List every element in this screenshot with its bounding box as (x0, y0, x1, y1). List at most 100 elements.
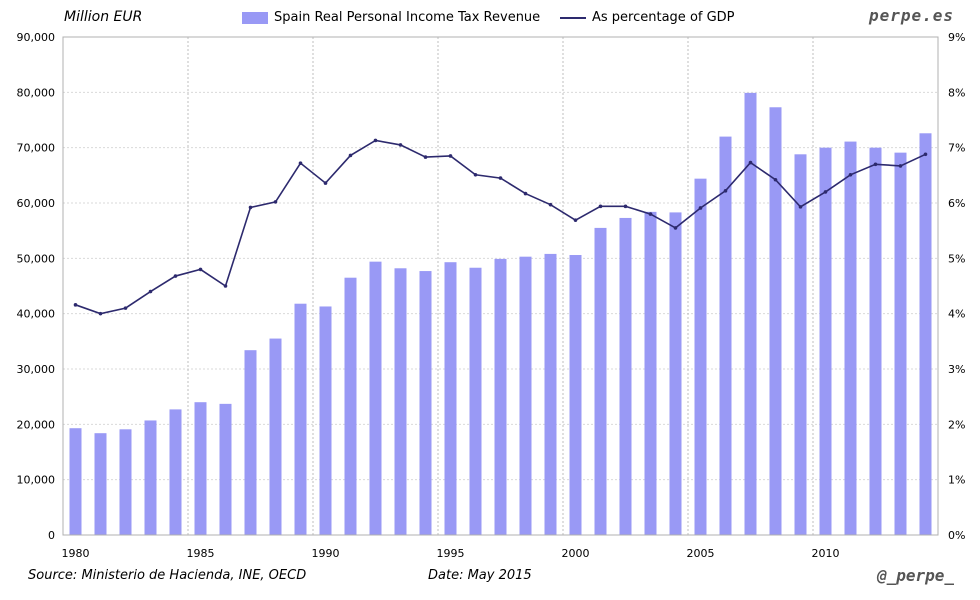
line-point (223, 284, 228, 288)
y-axis-unit-label: Million EUR (64, 9, 143, 25)
legend-swatch-line (560, 16, 586, 19)
bar (369, 261, 382, 535)
line-point (648, 212, 653, 216)
line-point (523, 191, 528, 196)
y-tick-label: 40,000 (17, 308, 56, 321)
y-tick-label: 70,000 (17, 142, 56, 155)
bar (744, 92, 757, 536)
bar (444, 262, 457, 535)
y2-tick-label: 8% (948, 86, 965, 99)
line-point (723, 189, 728, 193)
line-point (473, 172, 478, 177)
bar (769, 107, 782, 536)
bar (94, 433, 107, 535)
y-tick-label: 30,000 (17, 363, 56, 376)
bar (594, 227, 607, 535)
y2-tick-label: 2% (948, 418, 965, 431)
bar (319, 306, 332, 535)
line-point (498, 176, 503, 180)
date-note: Date: May 2015 (428, 568, 532, 583)
bar (244, 350, 257, 535)
bar (469, 267, 482, 535)
y2-tick-label: 0% (948, 529, 965, 542)
bar (519, 256, 532, 535)
author-handle: @_perpe_ (876, 566, 954, 585)
y2-tick-label: 3% (948, 363, 965, 376)
y-tick-label: 50,000 (17, 252, 56, 265)
y-tick-label: 80,000 (17, 86, 56, 99)
y2-tick-label: 1% (948, 474, 965, 487)
bar (344, 277, 357, 535)
x-tick-label: 1980 (62, 547, 90, 560)
line-point (823, 190, 828, 194)
bar (119, 429, 132, 535)
line-point (423, 155, 428, 159)
y-tick-label: 20,000 (17, 418, 56, 431)
bar (569, 255, 582, 535)
y-tick-label: 90,000 (17, 31, 56, 44)
legend-label-revenue: Spain Real Personal Income Tax Revenue (274, 10, 541, 25)
x-tick-label: 1995 (437, 547, 465, 560)
bar (144, 420, 157, 535)
x-tick-label: 1985 (187, 547, 215, 560)
bar (844, 141, 857, 535)
line-point (898, 164, 903, 168)
line-point (298, 161, 303, 165)
bar (694, 178, 707, 536)
line-point (248, 205, 253, 210)
legend-label-gdp-pct: As percentage of GDP (592, 10, 735, 25)
bar (269, 338, 282, 535)
line-point (748, 160, 753, 165)
bar (894, 152, 907, 535)
bar (669, 212, 682, 535)
line-point (323, 181, 328, 185)
line-point (73, 303, 78, 307)
line-point (698, 206, 703, 210)
line-point (373, 138, 378, 143)
x-tick-label: 2000 (562, 547, 590, 560)
bar (169, 409, 182, 535)
bar (719, 136, 732, 535)
bar (644, 211, 657, 535)
source-note: Source: Ministerio de Hacienda, INE, OEC… (28, 568, 307, 583)
legend-swatch-bar (242, 11, 268, 24)
bar (869, 147, 882, 535)
bar (219, 403, 232, 535)
line-point (173, 274, 178, 278)
line-point (873, 162, 878, 167)
line-point (198, 267, 203, 272)
line-point (123, 306, 128, 310)
bar (494, 258, 507, 535)
line-point (348, 153, 353, 158)
bar (194, 402, 207, 535)
line-point (923, 152, 928, 157)
y2-tick-label: 4% (948, 308, 965, 321)
line-point (448, 154, 453, 158)
line-point (623, 204, 628, 209)
line-point (598, 204, 603, 209)
x-tick-label: 2010 (812, 547, 840, 560)
bar (419, 271, 432, 535)
plot-frame (62, 36, 939, 536)
line-point (673, 226, 678, 230)
line-point (98, 311, 103, 316)
bar (394, 268, 407, 535)
y2-tick-label: 7% (948, 142, 965, 155)
legend-item-revenue: Spain Real Personal Income Tax Revenue (242, 10, 540, 25)
line-point (148, 289, 153, 294)
bar (619, 217, 632, 535)
y2-tick-label: 5% (948, 252, 965, 265)
line-point (548, 202, 553, 207)
line-point (773, 177, 778, 182)
bar (819, 147, 832, 535)
y-tick-label: 0 (48, 529, 55, 542)
bar (544, 253, 557, 535)
y2-tick-label: 9% (948, 31, 965, 44)
bar (794, 154, 807, 535)
bar (294, 303, 307, 535)
y-tick-label: 60,000 (17, 197, 56, 210)
x-tick-label: 1990 (312, 547, 340, 560)
line-point (848, 172, 853, 177)
x-tick-label: 2005 (687, 547, 715, 560)
